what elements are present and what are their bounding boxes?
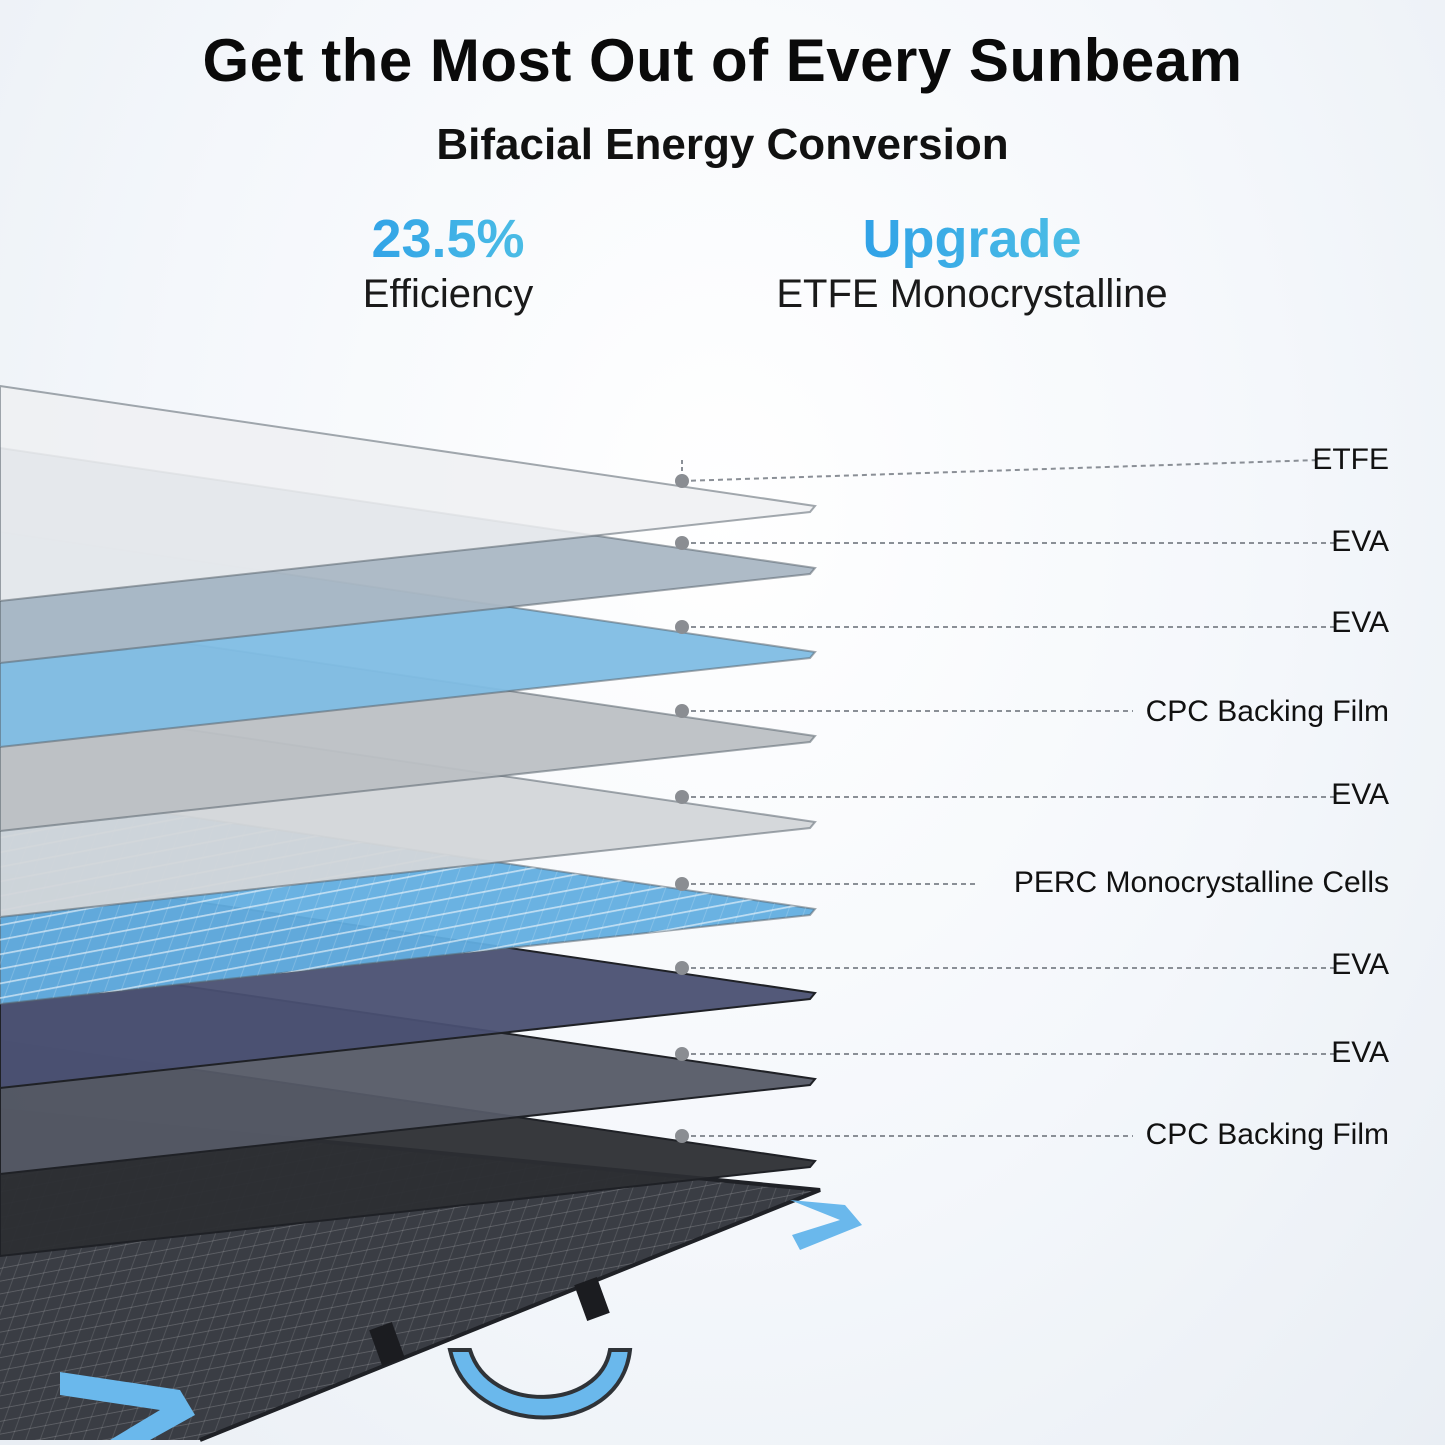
stat-efficiency-label: Efficiency	[362, 272, 534, 316]
stat-upgrade-value: Upgrade	[722, 210, 1222, 268]
leader-dot	[675, 620, 689, 634]
leader-dot	[675, 961, 689, 975]
leader-dot	[675, 1047, 689, 1061]
layer-label: ETFE	[1312, 443, 1389, 476]
layer-label: EVA	[1331, 525, 1389, 558]
layer-sheet-1	[0, 384, 817, 603]
handle-clip-left	[369, 1322, 405, 1366]
leader-dot	[675, 790, 689, 804]
layers-group	[0, 384, 1335, 1258]
leader-dot	[675, 877, 689, 891]
page-title: Get the Most Out of Every Sunbeam	[202, 27, 1243, 94]
corner-guard-bottom	[60, 1372, 195, 1440]
stat-upgrade: Upgrade ETFE Monocrystalline	[722, 210, 1222, 320]
leader-dot	[675, 474, 689, 488]
layer-label: EVA	[1331, 778, 1389, 811]
layer-label: CPC Backing Film	[1145, 695, 1389, 728]
layer-label: EVA	[1331, 948, 1389, 981]
leader-dot	[675, 704, 689, 718]
leader-line	[681, 459, 1320, 482]
leader-dot	[675, 1129, 689, 1143]
stat-upgrade-label: ETFE Monocrystalline	[776, 272, 1168, 316]
handle-clip-right	[574, 1277, 610, 1321]
page-subtitle: Bifacial Energy Conversion	[436, 120, 1009, 169]
layer-label: CPC Backing Film	[1145, 1118, 1389, 1151]
stat-efficiency: 23.5% Efficiency	[248, 210, 648, 320]
layer-label: PERC Monocrystalline Cells	[1013, 866, 1389, 899]
leader-dot	[675, 536, 689, 550]
layer-label: EVA	[1331, 606, 1389, 639]
layer-label: EVA	[1331, 1036, 1389, 1069]
stat-efficiency-value: 23.5%	[248, 210, 648, 268]
carry-handle	[447, 1348, 633, 1420]
corner-guard-right	[790, 1200, 862, 1250]
